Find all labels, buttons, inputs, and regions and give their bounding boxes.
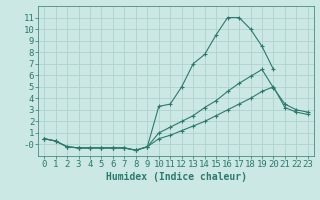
- X-axis label: Humidex (Indice chaleur): Humidex (Indice chaleur): [106, 172, 246, 182]
